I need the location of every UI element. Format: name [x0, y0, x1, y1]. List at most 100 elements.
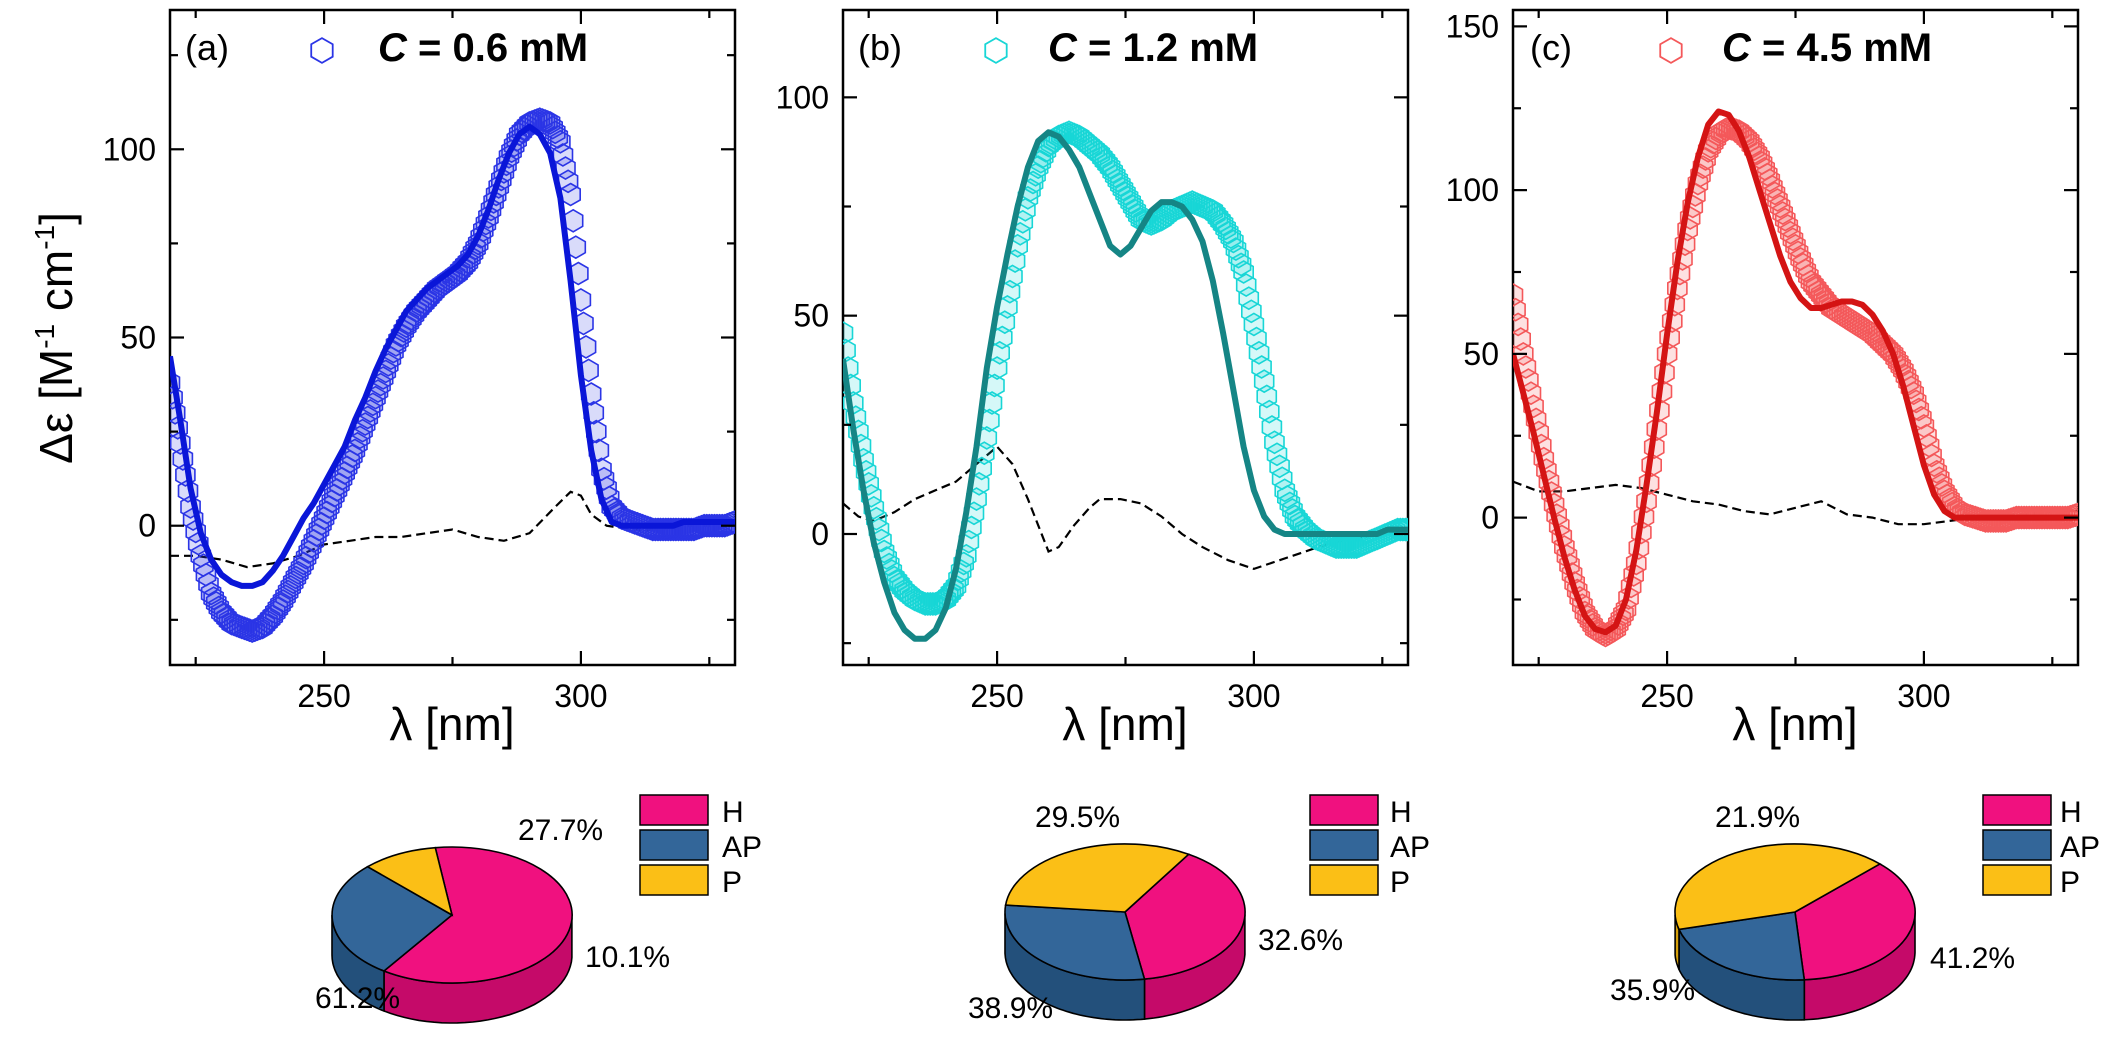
data-point-b — [1243, 312, 1265, 337]
difference-line-b — [843, 445, 1408, 571]
data-point-b — [1279, 491, 1301, 516]
pie-pct-h-b: 38.9% — [968, 992, 1053, 1025]
legend-label-c: C = 4.5 mM — [1722, 26, 1932, 70]
data-point-b — [1277, 484, 1298, 509]
marks-a: 250 300 0 50 100 — [103, 10, 735, 714]
data-point-c — [1762, 174, 1783, 199]
pie-slice-p-b — [1004, 843, 1191, 913]
y-tick-label-c: 150 — [1446, 8, 1499, 44]
x-axis-label-b: λ [nm] — [1062, 698, 1187, 750]
pie-pct-h-c: 35.9% — [1610, 974, 1695, 1007]
y-tick-label-a: 0 — [138, 508, 156, 544]
panel-a: 250 300 0 50 100 (a) ⬡ C = 0.6 mM λ [nm] Δε … — [29, 8, 762, 1024]
pie-pct-p-b: 32.6% — [1258, 924, 1343, 957]
x-tick-label-c: 250 — [1640, 678, 1693, 714]
data-point-c — [1777, 214, 1799, 239]
pie-legend-b: H AP P — [1309, 794, 1430, 899]
data-point-c — [1774, 207, 1796, 232]
difference-line-a — [170, 490, 735, 569]
pie-legend-swatch-ap-a — [639, 829, 709, 861]
x-tick-label-a: 300 — [554, 678, 607, 714]
pie-legend-label-p-b: P — [1390, 866, 1410, 899]
legend-prefix-a: C — [378, 26, 408, 70]
pie-legend-label-h-c: H — [2060, 796, 2082, 829]
pie-slice-h-a — [382, 846, 573, 984]
data-point-a — [557, 169, 579, 194]
data-point-b — [1274, 478, 1296, 503]
pie-pct-p-c: 41.2% — [1930, 942, 2015, 975]
data-point-c — [1759, 168, 1781, 193]
pie-legend-label-ap-b: AP — [1390, 831, 1430, 864]
plot-frame-c — [1511, 8, 2080, 667]
fit-line-c — [1513, 108, 2078, 636]
pie-pct-p-a: 10.1% — [585, 941, 670, 974]
data-point-c — [2067, 502, 2078, 527]
data-point-b — [843, 321, 854, 346]
legend-prefix-b: C — [1048, 26, 1078, 70]
pie-legend-swatch-ap-b — [1309, 829, 1379, 861]
pie-legend-c: H AP P — [1982, 794, 2100, 899]
x-tick-label-b: 250 — [970, 678, 1023, 714]
plot-area-b — [843, 120, 1408, 642]
data-point-a — [552, 142, 574, 167]
data-point-c — [1782, 227, 1804, 252]
y-label-mid: cm — [30, 250, 82, 324]
pie-b — [1004, 843, 1246, 1021]
y-tick-label-b: 50 — [793, 298, 829, 334]
y-label-sup2: -1 — [29, 225, 60, 250]
legend-label-b: C = 1.2 mM — [1048, 26, 1258, 70]
y-label-main: Δε [M — [30, 349, 82, 464]
y-tick-label-c: 0 — [1481, 500, 1499, 536]
panel-label-a: (a) — [185, 27, 229, 68]
y-axis-label: Δε [M-1 cm-1] — [29, 212, 82, 464]
data-point-b — [1230, 252, 1252, 277]
legend-label-a: C = 0.6 mM — [378, 26, 588, 70]
pie-slice-ap-a — [331, 865, 454, 972]
fit-line-a — [170, 123, 735, 589]
data-point-b — [1248, 340, 1270, 365]
legend-marker-c: ⬡ — [1657, 32, 1685, 68]
pie-pct-ap-a: 27.7% — [518, 814, 603, 847]
pie-legend-swatch-h-b — [1309, 794, 1379, 826]
y-label-end: ] — [30, 212, 82, 225]
pie-pct-ap-c: 21.9% — [1715, 801, 1800, 834]
plot-area-c — [1513, 108, 2078, 648]
pie-legend-label-p-a: P — [722, 866, 742, 899]
y-tick-label-c: 100 — [1446, 172, 1499, 208]
data-point-b — [1228, 244, 1249, 269]
y-tick-label-b: 100 — [776, 79, 829, 115]
data-point-a — [560, 182, 582, 207]
pie-legend-label-ap-a: AP — [722, 831, 762, 864]
panel-label-c: (c) — [1530, 27, 1572, 68]
data-point-c — [1767, 188, 1788, 212]
y-label-sup1: -1 — [29, 324, 60, 349]
pie-legend-swatch-h-a — [639, 794, 709, 826]
data-point-b — [1225, 237, 1247, 262]
pie-legend-swatch-ap-c — [1982, 829, 2052, 861]
y-tick-label-b: 0 — [811, 516, 829, 552]
legend-text-a: = 0.6 mM — [407, 26, 588, 70]
pie-legend-label-p-c: P — [2060, 866, 2080, 899]
ticks-b — [843, 10, 1408, 665]
legend-text-b: = 1.2 mM — [1077, 26, 1258, 70]
legend-text-c: = 4.5 mM — [1751, 26, 1932, 70]
x-axis-label-c: λ [nm] — [1732, 698, 1857, 750]
plot-area-a — [170, 107, 735, 644]
pie-legend-swatch-p-b — [1309, 864, 1379, 896]
pie-slice-p-a — [365, 846, 454, 917]
data-point-c — [1772, 201, 1793, 226]
pie-legend-label-h-a: H — [722, 796, 744, 829]
pie-slice-p-c — [1674, 843, 1882, 931]
data-point-c — [1780, 220, 1801, 245]
marks-c: 250 300 0 50 100 150 — [1446, 8, 2078, 714]
marks-b: 250 300 0 50 100 — [776, 10, 1408, 714]
x-tick-label-b: 300 — [1227, 678, 1280, 714]
legend-marker-b: ⬡ — [982, 32, 1010, 68]
data-point-c — [1764, 181, 1786, 206]
pie-legend-swatch-p-c — [1982, 864, 2052, 896]
pie-legend-swatch-h-c — [1982, 794, 2052, 826]
pie-slice-ap-b — [1004, 904, 1146, 981]
data-point-b — [1223, 229, 1244, 254]
